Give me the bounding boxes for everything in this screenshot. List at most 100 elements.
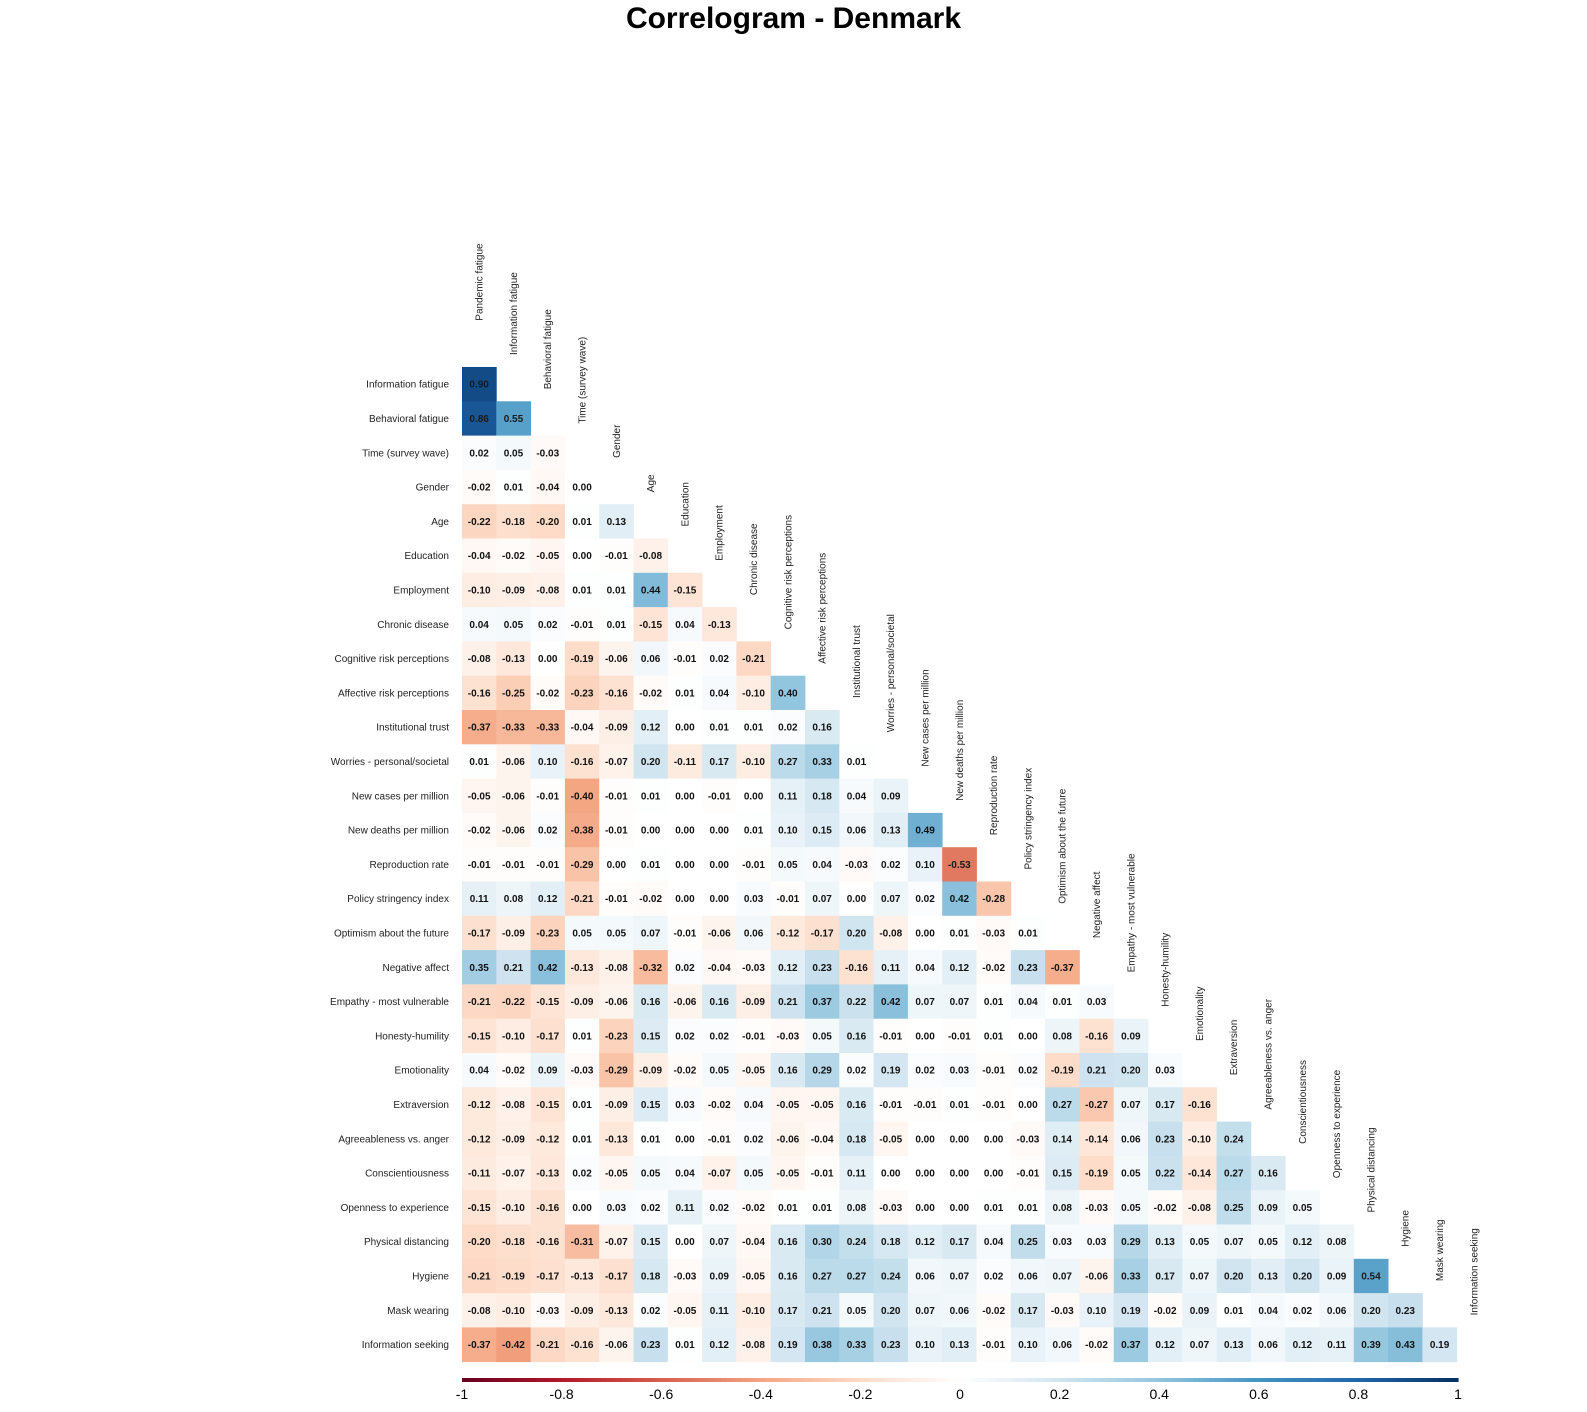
cell-value-label: -0.27	[1085, 1100, 1108, 1111]
colorbar-segment	[1004, 1378, 1011, 1382]
heatmap-cell	[736, 778, 772, 814]
cell-value-label: 0.37	[1121, 1340, 1141, 1351]
colorbar-segment	[1348, 1378, 1355, 1382]
cell-value-label: 0.04	[675, 1169, 695, 1180]
row-label: Empathy - most vulnerable	[330, 997, 449, 1008]
cell-value-label: -0.02	[1154, 1203, 1177, 1214]
cell-value-label: -0.01	[708, 791, 731, 802]
cell-value-label: 0.00	[675, 860, 695, 871]
colorbar-segment	[885, 1378, 891, 1382]
colorbar-segment	[1293, 1378, 1300, 1382]
cell-value-label: -0.14	[1085, 1134, 1108, 1145]
heatmap-cell	[839, 950, 874, 985]
cell-value-label: 0.33	[847, 1340, 867, 1351]
heatmap-cell	[599, 1121, 634, 1157]
colorbar-segment	[1248, 1378, 1255, 1382]
heatmap-cell	[942, 1121, 977, 1157]
cell-value-label: -0.16	[845, 963, 868, 974]
cell-value-label: 0.13	[950, 1340, 970, 1351]
heatmap-cell	[839, 1293, 874, 1328]
colorbar-segment	[1323, 1378, 1330, 1382]
cell-value-label: -0.06	[708, 928, 731, 939]
heatmap-cell	[770, 1327, 806, 1363]
heatmap-cell	[702, 641, 737, 677]
heatmap-cell	[496, 401, 531, 436]
cell-value-label: -0.18	[502, 517, 525, 528]
heatmap-cell	[633, 915, 669, 951]
heatmap-cell	[1285, 1258, 1320, 1294]
colorbar-segment	[476, 1378, 483, 1382]
heatmap-cell	[530, 984, 566, 1020]
heatmap-cell	[599, 1018, 634, 1054]
cell-value-label: -0.09	[502, 928, 525, 939]
heatmap-cell	[770, 1053, 806, 1088]
cell-value-label: 0.16	[778, 1237, 798, 1248]
cell-value-label: 0.02	[778, 723, 798, 734]
colorbar-segment	[1124, 1378, 1130, 1382]
heatmap-cell	[496, 847, 531, 882]
heatmap-cell	[1045, 1087, 1080, 1122]
cell-value-label: -0.01	[674, 928, 697, 939]
heatmap-cell	[839, 1121, 874, 1157]
cell-value-label: 0.01	[1018, 1203, 1038, 1214]
cell-value-label: 0.00	[675, 894, 695, 905]
cell-value-label: 0.02	[538, 826, 558, 837]
colorbar-segment	[616, 1378, 622, 1382]
cell-value-label: -0.16	[1085, 1031, 1108, 1042]
cell-value-label: 0.09	[1327, 1271, 1347, 1282]
cell-value-label: 0.30	[812, 1237, 832, 1248]
cell-value-label: 0.06	[641, 654, 661, 665]
cell-value-label: -0.01	[605, 791, 628, 802]
cell-value-label: -0.01	[982, 1066, 1005, 1077]
colorbar-segment	[955, 1378, 961, 1382]
colorbar-segment	[935, 1378, 941, 1382]
heatmap-cell	[942, 984, 977, 1020]
cell-value-label: 0.00	[641, 826, 661, 837]
heatmap-cell	[564, 744, 600, 779]
cell-value-label: 0.23	[812, 963, 832, 974]
cell-value-label: -0.04	[742, 1237, 765, 1248]
cell-value-label: 0.27	[778, 757, 798, 768]
cell-value-label: 0.11	[675, 1203, 694, 1214]
colorbar-segment	[1288, 1378, 1295, 1382]
heatmap-cell	[633, 1121, 669, 1157]
cell-value-label: 0.00	[1018, 1031, 1038, 1042]
cell-value-label: -0.06	[776, 1134, 799, 1145]
colorbar-segment	[800, 1378, 807, 1382]
colorbar-segment	[1418, 1378, 1424, 1382]
cell-value-label: 0.29	[812, 1066, 832, 1077]
cell-value-label: 0.07	[641, 928, 661, 939]
heatmap-cell	[942, 1327, 977, 1363]
cell-value-label: 0.11	[470, 894, 489, 905]
heatmap-cell	[1113, 1087, 1149, 1122]
cell-value-label: 0.20	[1224, 1271, 1244, 1282]
colorbar-segment	[1129, 1378, 1135, 1382]
cell-value-label: 0.11	[1327, 1340, 1346, 1351]
colorbar-segment	[1438, 1378, 1444, 1382]
heatmap-cell	[839, 847, 874, 882]
cell-value-label: 0.22	[847, 997, 867, 1008]
heatmap-cell	[530, 641, 566, 677]
heatmap-cell	[462, 367, 497, 402]
chart-title: Correlogram - Denmark	[625, 2, 962, 35]
heatmap-cell	[1319, 1327, 1355, 1363]
heatmap-cell	[873, 1258, 909, 1294]
cell-value-label: 0.15	[641, 1100, 661, 1111]
cell-value-label: 0.15	[641, 1237, 661, 1248]
cell-value-label: -0.02	[1154, 1306, 1177, 1317]
cell-value-label: 0.02	[572, 1169, 592, 1180]
cell-value-label: -0.10	[502, 1203, 525, 1214]
colorbar-segment	[531, 1378, 538, 1382]
colorbar-segment	[471, 1378, 478, 1382]
heatmap-cell	[907, 1087, 943, 1122]
cell-value-label: 0.25	[1224, 1203, 1244, 1214]
cell-value-label: -0.02	[982, 1306, 1005, 1317]
colorbar-segment	[960, 1378, 966, 1382]
colorbar-segment	[581, 1378, 588, 1382]
row-label: Reproduction rate	[370, 860, 450, 871]
cell-value-label: -0.17	[536, 1031, 559, 1042]
heatmap-cell	[462, 778, 497, 814]
heatmap-cell	[1010, 1190, 1046, 1225]
cell-value-label: -0.23	[536, 928, 559, 939]
cell-value-label: -0.06	[674, 997, 697, 1008]
